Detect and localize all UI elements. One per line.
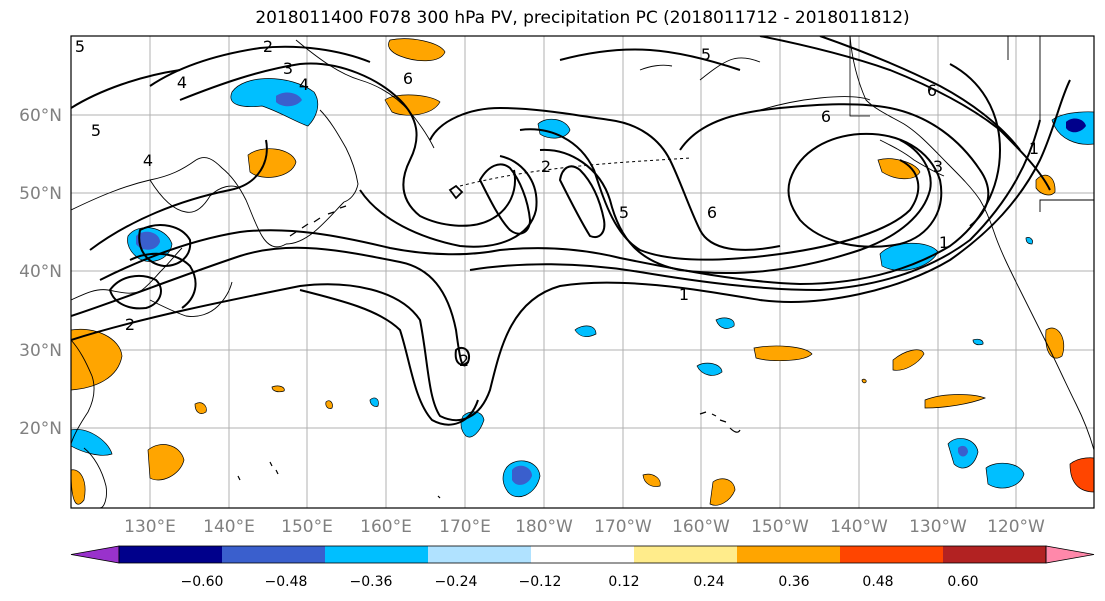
contour-label: 6 bbox=[927, 81, 937, 100]
colorbar-tick-labels: −0.60 −0.48 −0.36 −0.24 −0.12 0.12 0.24 … bbox=[181, 574, 979, 590]
contour-label: 3 bbox=[283, 59, 293, 78]
contour-label: 1 bbox=[679, 285, 689, 304]
contour-label: 1 bbox=[1029, 139, 1039, 158]
colorbar-cell bbox=[840, 546, 944, 563]
longitude-labels: 130°E 140°E 150°E 160°E 170°E 180°W 170°… bbox=[124, 517, 1045, 537]
colorbar-tick-label: 0.48 bbox=[862, 574, 893, 590]
lon-label: 130°W bbox=[909, 517, 967, 537]
colorbar-tick-label: 0.36 bbox=[778, 574, 809, 590]
contour-label: 6 bbox=[821, 107, 831, 126]
lon-label: 170°E bbox=[439, 517, 491, 537]
lon-label: 180°W bbox=[515, 517, 573, 537]
lat-label-30n: 30°N bbox=[19, 341, 62, 361]
colorbar-tick-label: −0.24 bbox=[435, 574, 478, 590]
lat-label-40n: 40°N bbox=[19, 262, 62, 282]
contour-label: 2 bbox=[125, 315, 135, 334]
lon-label: 140°E bbox=[203, 517, 255, 537]
lon-label: 140°W bbox=[830, 517, 888, 537]
lat-label-20n: 20°N bbox=[19, 419, 62, 439]
contour-label: 6 bbox=[707, 203, 717, 222]
colorbar-cell bbox=[737, 546, 841, 563]
precip-strongest-negative bbox=[1066, 118, 1086, 133]
lon-label: 150°W bbox=[751, 517, 809, 537]
colorbar-cell bbox=[119, 546, 223, 563]
lon-label: 120°W bbox=[987, 517, 1045, 537]
contour-label: 5 bbox=[619, 203, 629, 222]
latitude-labels: 60°N 50°N 40°N 30°N 20°N bbox=[19, 106, 62, 439]
contour-label: 5 bbox=[75, 37, 85, 56]
contour-label: 5 bbox=[91, 121, 101, 140]
colorbar-extend-low bbox=[70, 545, 120, 564]
pv-contour-labels: 2 3 4 6 5 4 5 5 6 1 6 2 5 6 1 1 4 2 2 3 bbox=[75, 37, 1039, 370]
map-frame bbox=[70, 35, 1095, 509]
contour-label: 4 bbox=[143, 151, 153, 170]
precip-strong-negative bbox=[136, 92, 968, 485]
colorbar-tick-label: 0.24 bbox=[693, 574, 724, 590]
colorbar-tick-label: 0.60 bbox=[947, 574, 978, 590]
colorbar-cell bbox=[222, 546, 326, 563]
lon-label: 170°W bbox=[594, 517, 652, 537]
colorbar-cell bbox=[325, 546, 429, 563]
contour-label: 4 bbox=[299, 75, 309, 94]
colorbar-tick-label: −0.36 bbox=[350, 574, 393, 590]
colorbar-cell bbox=[531, 546, 635, 563]
contour-label: 4 bbox=[177, 73, 187, 92]
contour-label: 5 bbox=[701, 45, 711, 64]
lat-label-50n: 50°N bbox=[19, 184, 62, 204]
contour-label: 6 bbox=[403, 69, 413, 88]
contour-label: 3 bbox=[933, 157, 943, 176]
colorbar-tick-label: −0.48 bbox=[265, 574, 308, 590]
precip-strong-positive bbox=[1069, 457, 1094, 493]
colorbar: −0.60 −0.48 −0.36 −0.24 −0.12 0.12 0.24 … bbox=[70, 545, 1095, 590]
colorbar-outline bbox=[118, 545, 1047, 564]
contour-label: 2 bbox=[541, 157, 551, 176]
contour-label: 2 bbox=[263, 37, 273, 56]
colorbar-cell bbox=[634, 546, 738, 563]
lon-label: 150°E bbox=[281, 517, 333, 537]
graticule bbox=[71, 36, 1094, 508]
map-background bbox=[71, 36, 1094, 508]
contour-label: 1 bbox=[939, 233, 949, 252]
colorbar-extend-high bbox=[1045, 545, 1095, 564]
pv-contours bbox=[71, 36, 1071, 426]
lon-label: 160°E bbox=[360, 517, 412, 537]
lat-label-60n: 60°N bbox=[19, 106, 62, 126]
colorbar-cell bbox=[943, 546, 1047, 563]
colorbar-tick-label: −0.12 bbox=[519, 574, 562, 590]
colorbar-cell bbox=[428, 546, 532, 563]
figure-title: 2018011400 F078 300 hPa PV, precipitatio… bbox=[255, 8, 910, 28]
contour-label: 2 bbox=[459, 351, 469, 370]
lon-label: 160°W bbox=[672, 517, 730, 537]
lon-label: 130°E bbox=[124, 517, 176, 537]
dateline bbox=[459, 157, 691, 187]
colorbar-tick-label: −0.60 bbox=[181, 574, 224, 590]
colorbar-tick-label: 0.12 bbox=[608, 574, 639, 590]
